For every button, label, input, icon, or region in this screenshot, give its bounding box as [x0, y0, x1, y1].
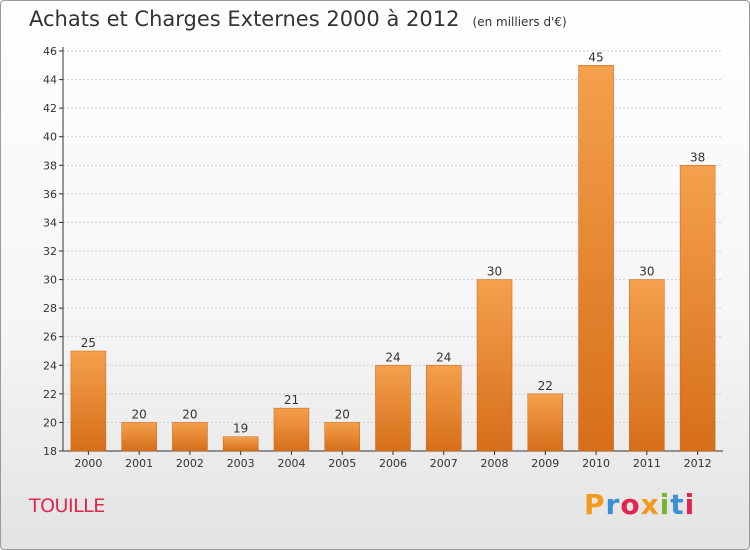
bar-value-label: 20 [335, 407, 350, 421]
bar [629, 279, 665, 452]
x-tick-label: 2012 [684, 457, 712, 470]
logo-letter: i [659, 488, 671, 521]
x-tick-label: 2005 [328, 457, 356, 470]
y-tick-label: 30 [43, 274, 57, 287]
bar-value-label: 45 [588, 50, 603, 64]
bar-value-label: 24 [385, 350, 400, 364]
x-tick-label: 2010 [582, 457, 610, 470]
bar [426, 365, 462, 452]
bar-value-label: 20 [182, 407, 197, 421]
proxiti-logo: Proxiti [584, 488, 695, 521]
logo-letter: P [584, 488, 606, 521]
y-tick-label: 26 [43, 331, 57, 344]
x-tick-label: 2002 [176, 457, 204, 470]
x-tick-label: 2000 [74, 457, 102, 470]
x-tick-label: 2008 [481, 457, 509, 470]
x-tick-label: 2009 [531, 457, 559, 470]
bar [273, 407, 310, 452]
y-tick-label: 32 [43, 245, 57, 258]
y-tick-label: 36 [43, 188, 57, 201]
y-tick-label: 22 [43, 388, 57, 401]
bar-value-label: 22 [538, 379, 553, 393]
y-tick-label: 40 [43, 131, 57, 144]
x-tick-label: 2001 [125, 457, 153, 470]
y-tick-label: 28 [43, 302, 57, 315]
x-tick-label: 2007 [430, 457, 458, 470]
y-tick-label: 34 [43, 216, 57, 229]
logo-letter: o [620, 488, 641, 521]
chart-title: Achats et Charges Externes 2000 à 2012 (… [29, 7, 567, 31]
logo-letter: t [670, 488, 685, 521]
y-tick-label: 42 [43, 102, 57, 115]
bar [578, 65, 614, 452]
bar-value-label: 21 [284, 393, 299, 407]
bar [375, 365, 411, 452]
bar-value-label: 25 [81, 336, 96, 350]
y-tick-label: 20 [43, 416, 57, 429]
bar-value-label: 38 [690, 150, 705, 164]
x-tick-label: 2003 [227, 457, 255, 470]
y-tick-label: 18 [43, 445, 57, 458]
bar [679, 165, 716, 452]
bar [172, 422, 208, 452]
bar-value-label: 24 [436, 350, 451, 364]
bar-value-label: 30 [639, 265, 654, 279]
logo-letter: r [605, 488, 621, 521]
x-tick-label: 2006 [379, 457, 407, 470]
bar [121, 422, 157, 452]
chart-title-text: Achats et Charges Externes 2000 à 2012 [29, 7, 460, 31]
y-tick-label: 46 [43, 45, 57, 58]
chart-unit-text: (en milliers d'€) [472, 15, 567, 29]
y-tick-label: 44 [43, 74, 57, 87]
bar [476, 279, 513, 452]
bar-value-label: 20 [132, 407, 147, 421]
y-tick-label: 24 [43, 359, 57, 372]
y-tick-label: 38 [43, 159, 57, 172]
bar [70, 350, 107, 452]
x-tick-label: 2011 [633, 457, 661, 470]
x-tick-label: 2004 [277, 457, 305, 470]
commune-name: TOUILLE [29, 495, 105, 517]
bar [527, 393, 564, 452]
bar [222, 436, 259, 452]
bar [324, 422, 360, 452]
bar-value-label: 19 [233, 422, 248, 436]
bar-value-label: 30 [487, 265, 502, 279]
logo-letter: x [640, 488, 660, 521]
logo-letter: i [684, 488, 696, 521]
